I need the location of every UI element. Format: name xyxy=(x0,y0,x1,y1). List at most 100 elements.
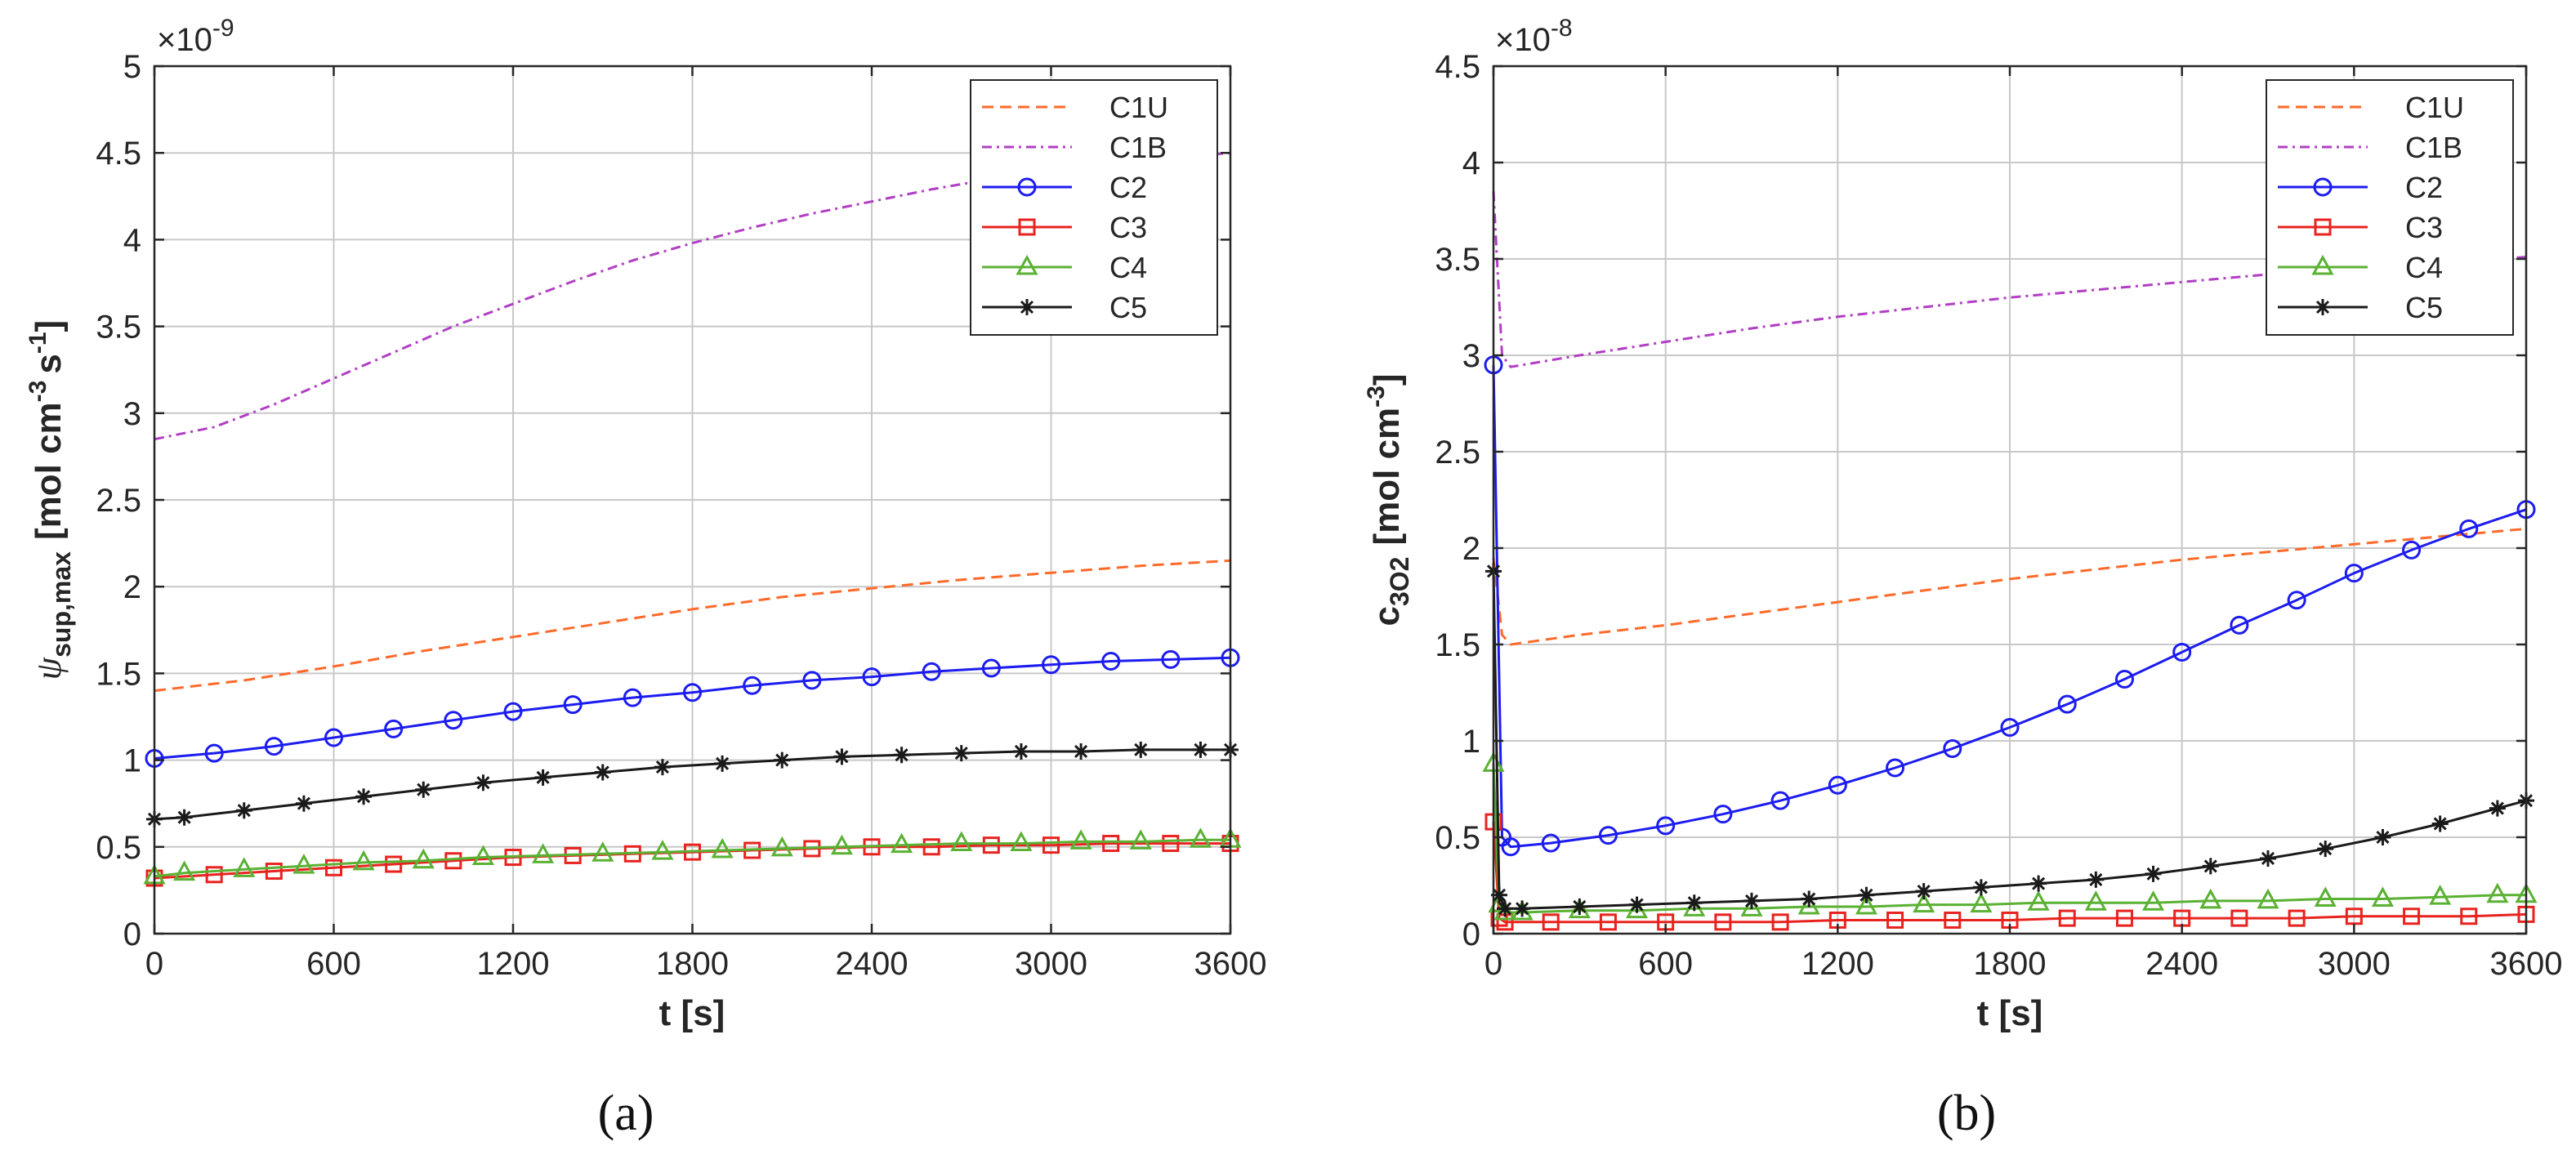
x-tick-label-b: 2400 xyxy=(2145,946,2218,982)
series-line-c2-b xyxy=(1492,364,2527,849)
legend-item-c2-a: C2 xyxy=(982,171,1147,204)
x-tick-label-a: 3600 xyxy=(1194,946,1267,982)
data-point-c5-a xyxy=(774,751,791,769)
data-point-c5-b xyxy=(1514,900,1531,917)
data-point-c5-a xyxy=(415,781,432,798)
y-tick-label-a: 3 xyxy=(123,396,141,432)
data-point-c4-a xyxy=(233,857,256,877)
data-point-c3-b xyxy=(2230,909,2248,927)
legend-item-c5-a: C5 xyxy=(982,291,1147,324)
series-c5-b xyxy=(1485,563,2534,917)
data-point-c2-b xyxy=(1828,775,1847,795)
data-point-c4-a xyxy=(770,836,793,857)
data-point-c2-a xyxy=(623,688,642,707)
data-point-c3-a xyxy=(325,858,342,876)
y-axis-label-a: ψsup,max[mol cm-3s-1] xyxy=(25,320,76,680)
y-tick-label-b: 1 xyxy=(1462,724,1480,760)
legend-marker-c5-a xyxy=(1019,299,1035,315)
data-point-c5-a xyxy=(355,788,373,805)
data-point-c3-a xyxy=(1102,835,1120,853)
legend-marker-c4-a xyxy=(1016,254,1038,275)
legend-label-c3-b: C3 xyxy=(2405,211,2443,244)
legend-label-c1u-a: C1U xyxy=(1109,91,1168,124)
legend-marker-c3-a xyxy=(1018,218,1036,236)
data-point-c5-b xyxy=(1628,896,1645,913)
data-point-c4-a xyxy=(950,831,973,852)
data-point-c5-b xyxy=(2030,875,2047,892)
data-point-c3-a xyxy=(385,855,403,873)
legend-box-b xyxy=(2266,79,2514,336)
data-point-c5-a xyxy=(534,769,551,786)
panel-label-b: (b) xyxy=(1937,1086,1996,1141)
data-point-c2-b xyxy=(1886,758,1905,778)
data-point-c2-a xyxy=(862,667,882,687)
data-point-c2-b xyxy=(1656,816,1676,836)
x-tick-label-a: 1200 xyxy=(477,946,550,982)
y-tick-label-b: 3.5 xyxy=(1435,242,1480,278)
x-tick-label-b: 1200 xyxy=(1801,946,1874,982)
y-tick-label-b: 2.5 xyxy=(1435,435,1480,470)
data-point-c5-b xyxy=(1858,886,1875,903)
series-group-a xyxy=(143,151,1242,887)
data-point-c4-b xyxy=(2314,886,2337,907)
x-tick-label-b: 0 xyxy=(1484,946,1502,982)
series-c2-b xyxy=(1484,355,2536,857)
y-tick-label-b: 3 xyxy=(1462,338,1480,374)
legend-b: C1U C1B C2 C3 C4 C5 xyxy=(2266,79,2514,336)
data-point-c5-a xyxy=(1012,742,1029,760)
data-point-c2-b xyxy=(2114,669,2134,689)
data-point-c5-a xyxy=(1073,742,1090,760)
series-line-c2-a xyxy=(154,656,1231,760)
data-point-c2-a xyxy=(204,743,224,763)
data-point-c2-a xyxy=(1101,652,1121,671)
x-tick-label-b: 600 xyxy=(1638,946,1693,982)
data-point-c4-b xyxy=(2027,890,2050,911)
legend-item-c5-b: C5 xyxy=(2278,291,2443,324)
y-tick-label-a: 4.5 xyxy=(96,136,141,172)
legend-item-c1u-b: C1U xyxy=(2278,91,2464,124)
data-point-c2-b xyxy=(2057,694,2077,714)
data-point-c4-a xyxy=(1129,829,1152,850)
legend-item-c1b-a: C1B xyxy=(982,131,1167,164)
data-point-c5-a xyxy=(1132,741,1150,758)
data-point-c3-b xyxy=(2403,907,2421,925)
data-point-c4-a xyxy=(1189,827,1212,848)
y-multiplier-b: ×10-8 xyxy=(1495,15,1573,58)
data-point-c5-a xyxy=(176,809,193,826)
chart-panel-a: 0 600 1200 1800 2400 3000 3600 0 0.5 1 1.5 2 2.5 3 3.5… xyxy=(25,15,1266,1141)
x-axis-label-a: t [s] xyxy=(659,993,725,1033)
data-point-c5-a xyxy=(295,795,312,812)
y-tick-label-a: 1.5 xyxy=(96,656,141,692)
data-point-c3-b xyxy=(1944,911,1962,929)
data-point-c5-a xyxy=(235,802,252,819)
x-tick-label-a: 3000 xyxy=(1015,946,1087,982)
data-point-c3-a xyxy=(1042,836,1060,854)
legend-item-c1u-a: C1U xyxy=(982,91,1168,124)
data-point-c5-b xyxy=(1972,879,1989,896)
data-point-c3-b xyxy=(2115,909,2133,927)
y-tick-label-a: 2 xyxy=(123,569,141,605)
data-point-c2-b xyxy=(1598,826,1618,845)
y-tick-label-a: 0.5 xyxy=(96,830,141,866)
x-tick-label-b: 3600 xyxy=(2490,946,2563,982)
series-c1u-a xyxy=(154,559,1231,693)
data-point-c5-b xyxy=(1743,892,1760,909)
data-point-c4-b xyxy=(2142,890,2165,911)
data-point-c2-b xyxy=(2000,717,2020,737)
legend-label-c5-a: C5 xyxy=(1109,291,1147,324)
y-tick-label-a: 3.5 xyxy=(96,310,141,346)
data-point-c4-b xyxy=(1493,899,1516,921)
y-tick-label-a: 4 xyxy=(123,222,141,258)
y-tick-label-b: 1.5 xyxy=(1435,627,1480,663)
data-point-c2-b xyxy=(1501,837,1520,857)
data-point-c4-b xyxy=(1511,899,1534,921)
legend-marker-c5-b xyxy=(2315,299,2331,315)
data-point-c5-a xyxy=(594,764,611,781)
data-point-c5-a xyxy=(833,748,850,765)
series-line-c3-b xyxy=(1492,822,2527,924)
data-point-c5-a xyxy=(654,759,671,776)
legend-label-c1b-a: C1B xyxy=(1109,131,1167,164)
data-point-c3-b xyxy=(2460,907,2478,925)
data-point-c2-b xyxy=(1541,833,1560,853)
y-tick-label-a: 0 xyxy=(123,916,141,952)
